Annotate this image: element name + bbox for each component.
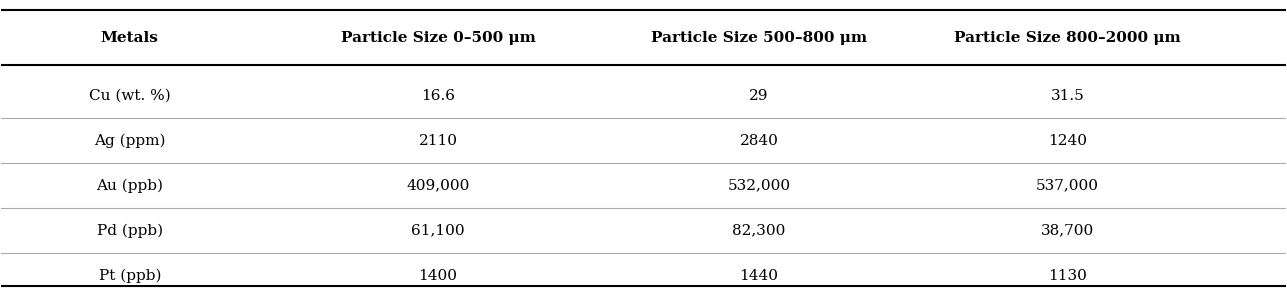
Text: 38,700: 38,700: [1041, 224, 1094, 238]
Text: 409,000: 409,000: [407, 179, 470, 193]
Text: 2110: 2110: [418, 134, 457, 148]
Text: Metals: Metals: [100, 31, 158, 45]
Text: Pt (ppb): Pt (ppb): [99, 268, 161, 283]
Text: 29: 29: [749, 89, 768, 103]
Text: 2840: 2840: [740, 134, 779, 148]
Text: Pd (ppb): Pd (ppb): [97, 224, 163, 238]
Text: Ag (ppm): Ag (ppm): [94, 134, 166, 148]
Text: 1130: 1130: [1048, 269, 1086, 283]
Text: 537,000: 537,000: [1036, 179, 1099, 193]
Text: 1440: 1440: [740, 269, 779, 283]
Text: Cu (wt. %): Cu (wt. %): [89, 89, 171, 103]
Text: Particle Size 0–500 μm: Particle Size 0–500 μm: [341, 31, 535, 45]
Text: Au (ppb): Au (ppb): [97, 178, 163, 193]
Text: 16.6: 16.6: [421, 89, 456, 103]
Text: 1400: 1400: [418, 269, 457, 283]
Text: 61,100: 61,100: [412, 224, 465, 238]
Text: 82,300: 82,300: [732, 224, 786, 238]
Text: 31.5: 31.5: [1050, 89, 1084, 103]
Text: 1240: 1240: [1048, 134, 1086, 148]
Text: 532,000: 532,000: [727, 179, 790, 193]
Text: Particle Size 800–2000 μm: Particle Size 800–2000 μm: [954, 31, 1180, 45]
Text: Particle Size 500–800 μm: Particle Size 500–800 μm: [651, 31, 867, 45]
